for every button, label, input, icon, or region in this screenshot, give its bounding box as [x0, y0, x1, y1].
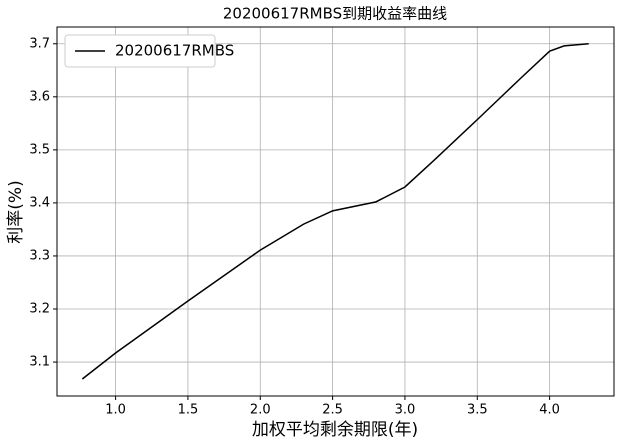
y-tick-label: 3.5 [29, 142, 50, 157]
x-tick-label: 2.0 [250, 403, 271, 418]
y-tick-label: 3.7 [29, 36, 50, 51]
x-tick-label: 4.0 [539, 403, 560, 418]
line-series [81, 43, 589, 380]
chart-title: 20200617RMBS到期收益率曲线 [223, 5, 447, 23]
y-tick-label: 3.3 [29, 248, 50, 263]
x-axis-label: 加权平均剩余期限(年) [252, 420, 418, 440]
x-tick-label: 3.5 [467, 403, 488, 418]
y-tick-label: 3.4 [29, 195, 50, 210]
y-tick-label: 3.2 [29, 302, 50, 317]
x-tick-label: 1.0 [105, 403, 126, 418]
y-tick-label: 3.1 [29, 355, 50, 370]
plot-frame [56, 26, 615, 397]
x-tick-label: 2.5 [322, 403, 343, 418]
x-tick-label: 3.0 [395, 403, 416, 418]
y-tick-label: 3.6 [29, 89, 50, 104]
legend-box [64, 34, 216, 68]
legend-label: 20200617RMBS [115, 42, 234, 60]
y-axis-label: 利率(%) [6, 180, 26, 243]
x-tick-label: 1.5 [178, 403, 199, 418]
